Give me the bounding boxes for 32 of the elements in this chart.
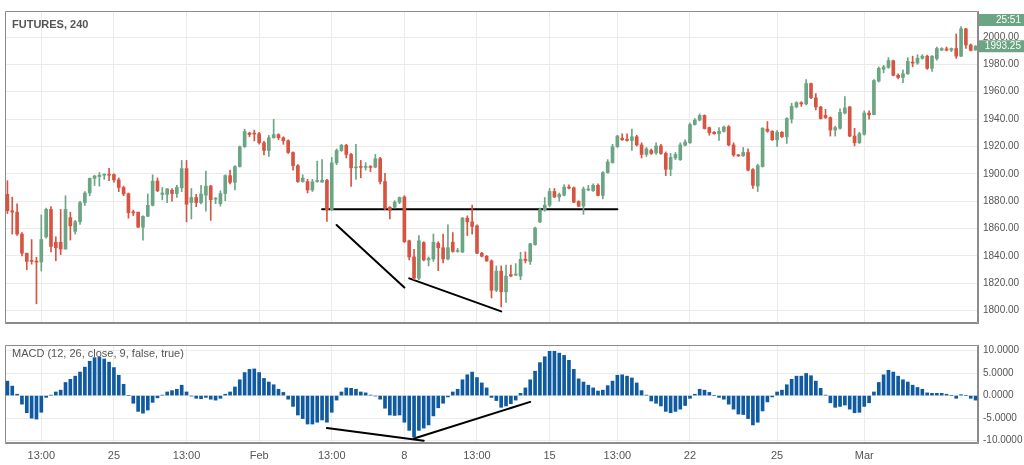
x-tick-label: 13:00 [27, 448, 56, 461]
y-tick-label: 1900.00 [983, 167, 1020, 179]
x-tick-label: Feb [249, 448, 269, 461]
y-tick-label: 1860.00 [983, 222, 1020, 234]
y-tick-label: 1940.00 [983, 112, 1020, 124]
x-tick-label: 15 [543, 448, 556, 461]
text: FUTURES, 240 [12, 17, 89, 30]
y-tick-label: 1820.00 [983, 277, 1020, 289]
y-tick-label: 2000.00 [983, 30, 1020, 42]
y-tick-label: 5.0000 [983, 366, 1015, 378]
x-tick-label: 13:00 [172, 448, 201, 461]
y-tick-label: -5.0000 [983, 411, 1018, 423]
x-tick-label: 22 [683, 448, 697, 461]
y-tick-label: 0.0000 [983, 389, 1015, 401]
x-tick-label: 25 [107, 448, 121, 461]
y-tick-label: 1920.00 [983, 140, 1020, 152]
y-tick-label: 10.0000 [983, 344, 1020, 356]
x-tick-label: 8 [401, 448, 408, 461]
y-tick-label: 1980.00 [983, 58, 1020, 70]
x-tick-label: 13:00 [463, 448, 491, 461]
chart-title: MACD (12, 26, close, 9, false, true) [12, 346, 184, 359]
x-tick-label: 13:00 [317, 448, 346, 461]
y-tick-label: 1800.00 [983, 304, 1020, 316]
x-tick-label: 25 [770, 448, 784, 461]
x-tick-label: Mar [854, 448, 875, 461]
y-tick-label: 1960.00 [983, 85, 1020, 97]
y-tick-label: 1840.00 [983, 249, 1020, 261]
y-tick-label: 1880.00 [983, 194, 1020, 206]
text: 1993.25 [984, 40, 1022, 52]
x-tick-label: 13:00 [603, 448, 632, 461]
y-tick-label: -10.0000 [983, 434, 1023, 446]
text: 25:51 [995, 14, 1022, 26]
